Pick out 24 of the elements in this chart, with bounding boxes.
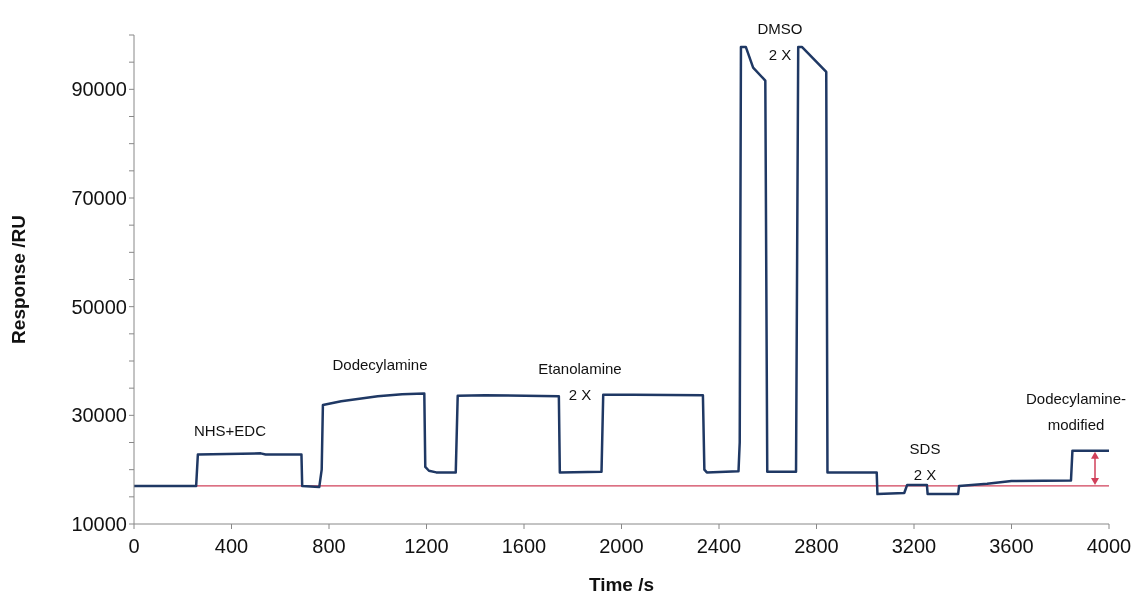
annotation: NHS+EDC (193, 422, 267, 439)
annotation: DMSO 2 X (757, 20, 803, 63)
y-tick-label: 10000 (71, 513, 127, 536)
x-tick-label: 1600 (501, 535, 547, 558)
y-tick-label: 50000 (71, 295, 127, 318)
x-tick-label: 3600 (989, 535, 1034, 558)
x-tick-label: 2400 (696, 535, 742, 558)
x-tick-label: 0 (128, 535, 140, 558)
annotation: Dodecylamine- modified (1025, 390, 1127, 433)
x-tick-label: 3200 (891, 535, 937, 558)
x-axis-title: Time /s (588, 574, 655, 595)
x-tick-label: 800 (312, 535, 346, 558)
x-tick-label: 4000 (1086, 535, 1132, 558)
annotation: Dodecylamine (332, 356, 428, 373)
x-tick-label: 400 (214, 535, 249, 558)
x-tick-label: 2800 (794, 535, 839, 558)
x-tick-label: 2000 (599, 535, 644, 558)
annotation: Etanolamine 2 X (538, 360, 622, 403)
annotation: SDS 2 X (909, 440, 941, 483)
x-tick-label: 1200 (404, 535, 449, 558)
y-tick-label: 90000 (71, 78, 127, 101)
y-tick-label: 70000 (71, 187, 127, 210)
y-tick-label: 30000 (71, 404, 127, 427)
y-axis-title: Response /RU (7, 215, 29, 344)
